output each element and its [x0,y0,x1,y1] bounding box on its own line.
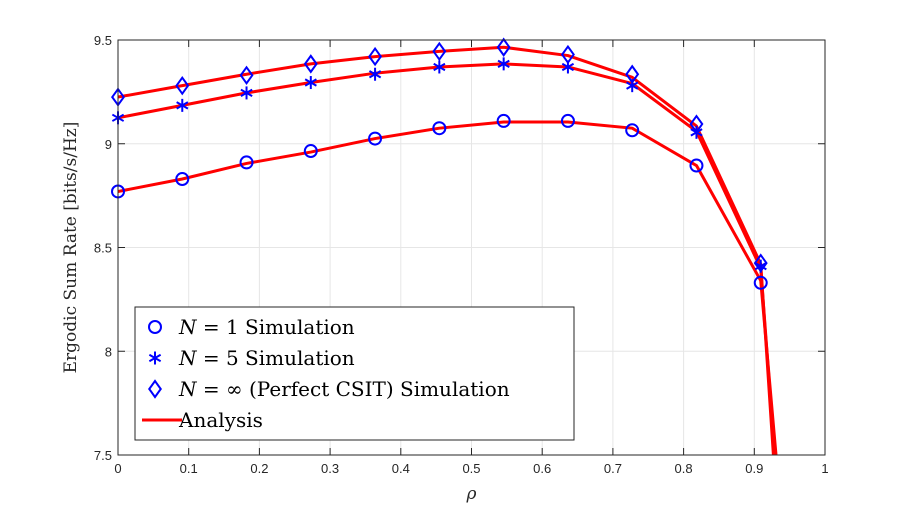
asterisk-marker [368,67,382,81]
x-tick-label: 0.8 [675,461,693,476]
circle-marker [239,155,254,170]
diamond-marker [560,44,575,65]
x-tick-label: 0.1 [180,461,198,476]
analysis-curve-1 [118,120,778,455]
legend-diamond-marker [148,379,162,399]
asterisk-marker [433,60,446,74]
legend-entry-1: N = 1 Simulation [148,315,355,339]
diamond-marker [432,41,447,62]
analysis-curve-3 [118,45,775,455]
y-tick-label: 8.5 [94,241,112,256]
legend-label: N = ∞ (Perfect CSIT) Simulation [178,377,510,401]
asterisk-marker [176,98,189,112]
analysis-curves [118,45,778,455]
diamond-marker [303,54,318,74]
circle-marker [753,275,768,290]
x-tick-label: 0.7 [604,461,622,476]
legend-eq: = 1 [197,315,239,339]
diamond-marker [368,46,383,67]
legend-eq: = ∞ [197,377,243,401]
diamond-marker [625,64,640,84]
circle-marker [432,121,447,136]
legend-circle-marker [148,320,162,334]
x-axis-label-text: ρ [466,484,477,504]
x-axis-label: ρ [466,484,477,504]
x-tick-label: 0.4 [392,461,410,476]
circle-marker [560,113,575,128]
diamond-marker [239,65,254,85]
analysis-curve-2 [118,62,777,455]
x-tick-label: 0 [114,461,121,476]
circle-marker [303,144,318,159]
legend-var: N [178,315,198,339]
legend-rest: Analysis [178,408,263,432]
diamond-marker [753,253,768,273]
asterisk-marker [497,57,510,71]
y-tick-label: 7.5 [94,448,112,463]
circle-marker [368,131,383,146]
x-tick-label: 0.3 [321,461,339,476]
y-tick-label: 9.5 [94,33,112,48]
axis-ticks: 0 0.1 0.2 0.3 0.4 0.5 0.6 0.7 0.8 0.9 1 7.5 8 8.5 9 9.5 [94,33,829,476]
legend-entry-4: Analysis [142,408,263,432]
legend-var: N [178,377,198,401]
y-tick-label: 9 [105,137,112,152]
diamond-marker [689,114,704,134]
legend-rest: (Perfect CSIT) Simulation [243,377,510,401]
x-tick-label: 0.9 [745,461,763,476]
legend-var: N [178,346,198,370]
y-axis-label: Ergodic Sum Rate [bits/s/Hz] [61,122,81,374]
asterisk-marker [304,76,317,90]
diamond-marker [496,37,511,57]
x-tick-label: 0.6 [533,461,551,476]
legend-label: Analysis [178,408,263,432]
x-tick-label: 0.5 [462,461,480,476]
x-tick-label: 1 [821,461,828,476]
circle-marker [175,172,190,187]
legend-asterisk-marker [148,351,162,365]
asterisk-marker [240,86,253,100]
circle-marker [625,123,640,138]
x-tick-label: 0.2 [250,461,268,476]
legend-label: N = 1 Simulation [178,315,355,339]
legend-label: N = 5 Simulation [178,346,355,370]
circle-marker [689,158,704,173]
legend-rest: Simulation [239,346,355,370]
legend-box [134,306,575,441]
y-tick-label: 8 [105,344,112,359]
legend-rest: Simulation [239,315,355,339]
circle-marker [496,113,511,128]
diamond-marker [175,75,190,96]
legend-entry-3: N = ∞ (Perfect CSIT) Simulation [148,377,510,401]
legend-entry-2: N = 5 Simulation [148,346,355,370]
legend-eq: = 5 [197,346,239,370]
